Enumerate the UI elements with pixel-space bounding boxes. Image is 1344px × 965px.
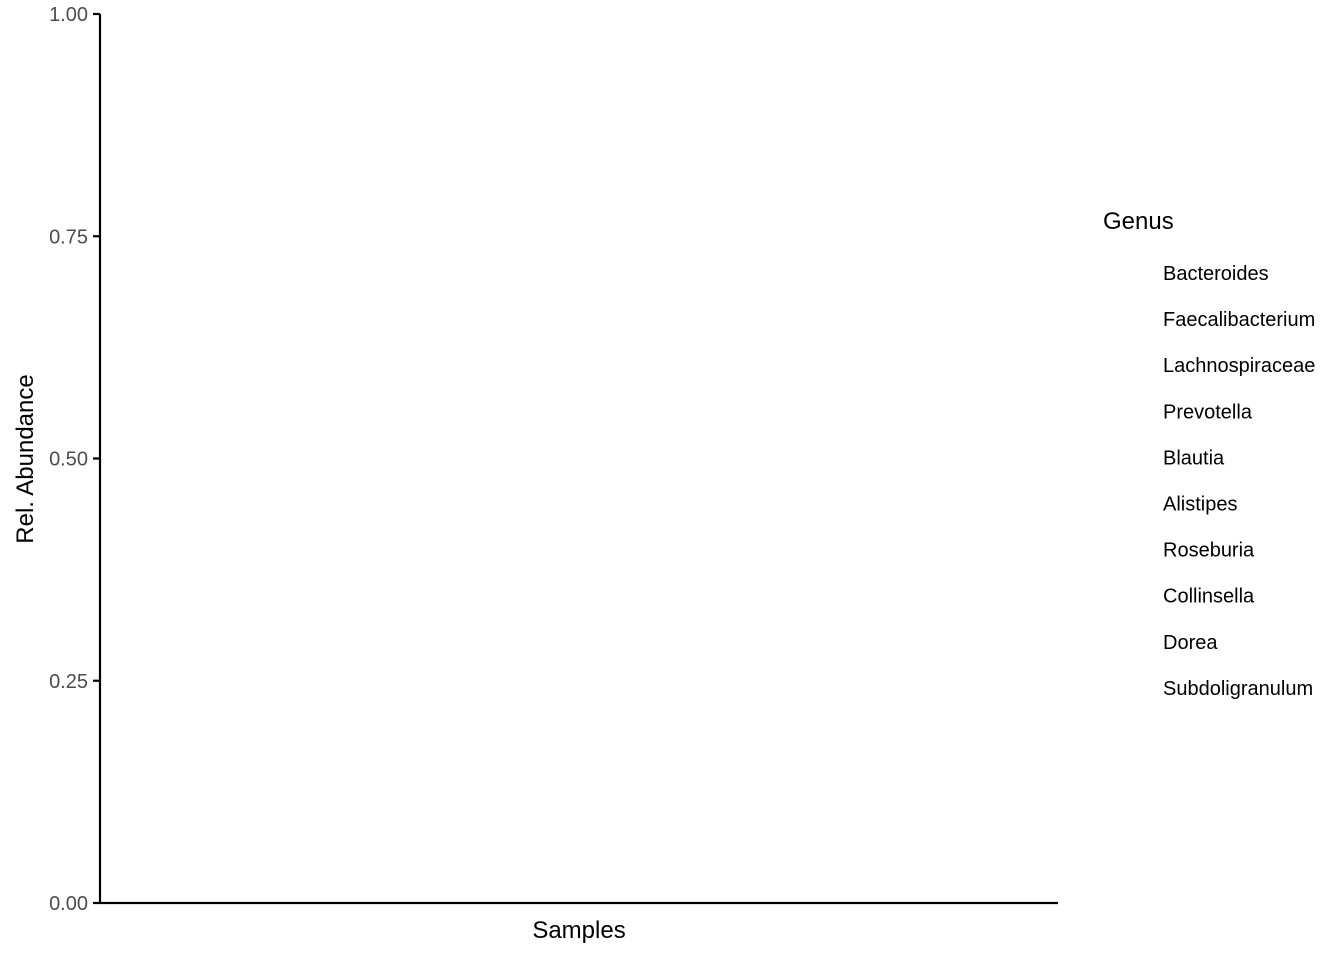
legend-item-label: Bacteroides [1163, 263, 1269, 285]
y-tick-label: 1.00 [49, 4, 88, 26]
legend-item-label: Lachnospiraceae [1163, 355, 1315, 377]
legend-item-label: Subdoligranulum [1163, 678, 1313, 700]
legend-item-label: Faecalibacterium [1163, 309, 1315, 331]
legend-item-label: Dorea [1163, 632, 1218, 654]
legend-item-label: Roseburia [1163, 540, 1255, 562]
x-axis-title: Samples [532, 917, 625, 944]
y-tick-label: 0.00 [49, 893, 88, 915]
y-axis-title: Rel. Abundance [12, 374, 39, 543]
legend-item-label: Collinsella [1163, 586, 1255, 608]
legend-item-label: Prevotella [1163, 401, 1253, 423]
legend-item-label: Alistipes [1163, 494, 1237, 516]
y-ticks: 0.00 0.25 0.50 0.75 1.00 [49, 4, 100, 915]
legend-items: Bacteroides Faecalibacterium Lachnospirace… [1163, 263, 1315, 700]
y-tick-label: 0.50 [49, 449, 88, 471]
y-tick-label: 0.25 [49, 671, 88, 693]
legend-title: Genus [1103, 208, 1174, 235]
y-tick-label: 0.75 [49, 226, 88, 248]
legend-item-label: Blautia [1163, 447, 1225, 469]
legend: Genus Bacteroides Faecalibacterium Lachnos… [1103, 208, 1315, 700]
